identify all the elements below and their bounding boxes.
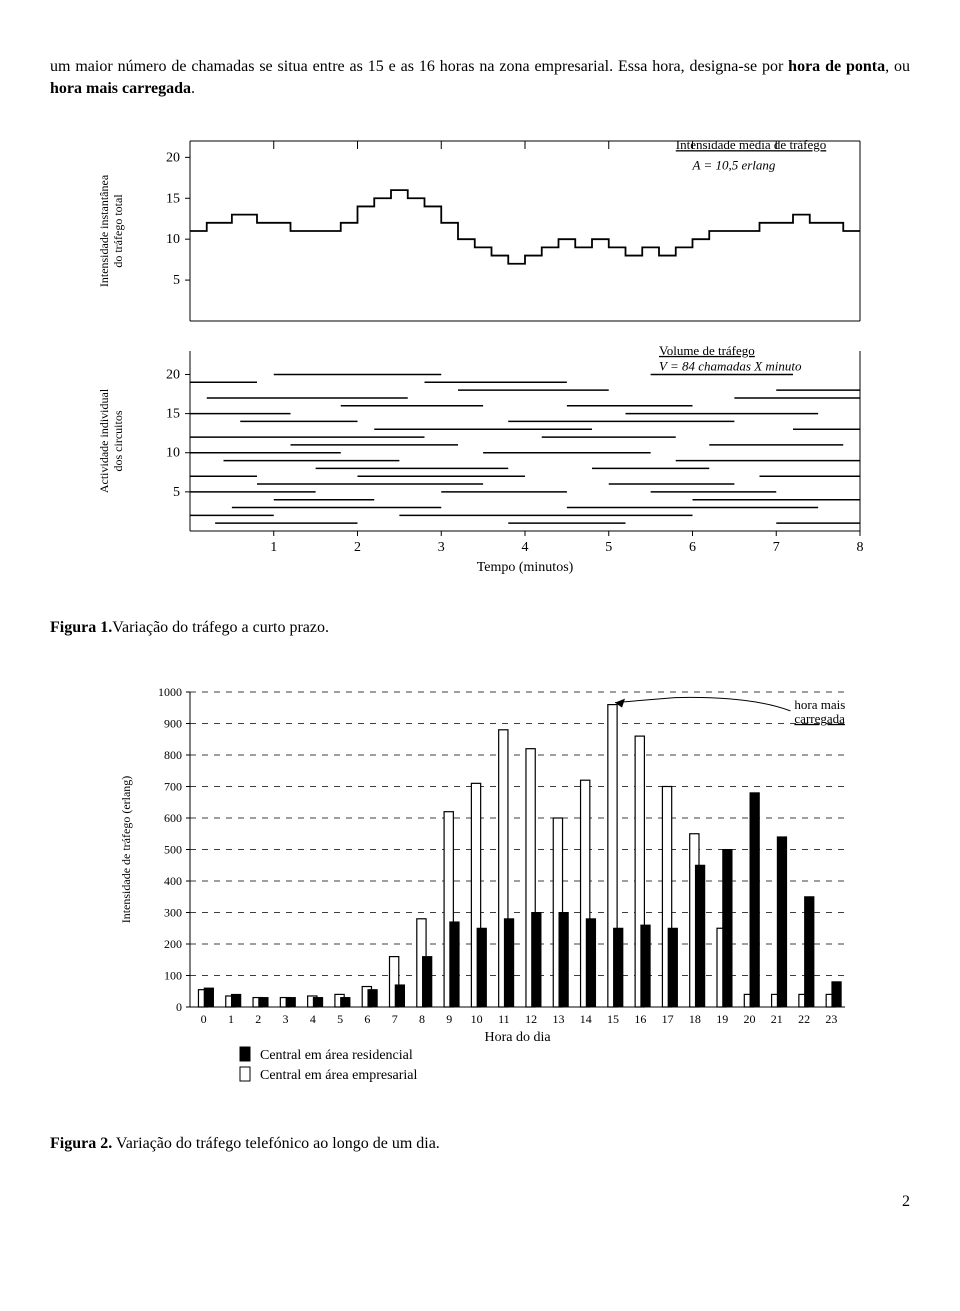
svg-text:5: 5 xyxy=(337,1012,343,1026)
intro-bold2: hora mais carregada xyxy=(50,80,191,97)
svg-text:15: 15 xyxy=(607,1012,619,1026)
figure2-chart: 0100200300400500600700800900100001234567… xyxy=(100,677,860,1117)
svg-text:3: 3 xyxy=(283,1012,289,1026)
svg-text:Central em área residencial: Central em área residencial xyxy=(260,1048,413,1063)
svg-text:7: 7 xyxy=(773,540,780,555)
svg-text:11: 11 xyxy=(498,1012,510,1026)
page-number: 2 xyxy=(50,1193,910,1211)
svg-text:4: 4 xyxy=(310,1012,316,1026)
svg-text:Intensidade instantânea: Intensidade instantânea xyxy=(97,174,111,287)
svg-text:10: 10 xyxy=(471,1012,483,1026)
svg-text:20: 20 xyxy=(743,1012,755,1026)
intro-pre: um maior número de chamadas se situa ent… xyxy=(50,58,788,75)
svg-text:600: 600 xyxy=(164,811,182,825)
svg-text:15: 15 xyxy=(166,191,180,206)
svg-text:2: 2 xyxy=(354,540,361,555)
svg-text:14: 14 xyxy=(580,1012,592,1026)
svg-text:Hora do dia: Hora do dia xyxy=(484,1030,551,1045)
svg-text:800: 800 xyxy=(164,748,182,762)
svg-text:19: 19 xyxy=(716,1012,728,1026)
svg-text:200: 200 xyxy=(164,937,182,951)
svg-text:21: 21 xyxy=(771,1012,783,1026)
svg-text:13: 13 xyxy=(552,1012,564,1026)
fig1-text: Variação do tráfego a curto prazo. xyxy=(112,619,329,636)
svg-text:Tempo (minutos): Tempo (minutos) xyxy=(477,560,574,575)
svg-text:16: 16 xyxy=(634,1012,646,1026)
svg-text:Intensidade de tráfego (erlang: Intensidade de tráfego (erlang) xyxy=(119,775,133,923)
svg-text:Central em área empresarial: Central em área empresarial xyxy=(260,1068,418,1083)
svg-text:8: 8 xyxy=(857,540,864,555)
svg-text:10: 10 xyxy=(166,446,180,461)
intro-paragraph: um maior número de chamadas se situa ent… xyxy=(50,56,910,101)
svg-text:do tráfego total: do tráfego total xyxy=(111,193,125,267)
svg-text:2: 2 xyxy=(255,1012,261,1026)
svg-text:100: 100 xyxy=(164,968,182,982)
svg-text:6: 6 xyxy=(689,540,696,555)
svg-text:17: 17 xyxy=(662,1012,674,1026)
svg-text:carregada: carregada xyxy=(794,711,845,726)
svg-text:500: 500 xyxy=(164,842,182,856)
svg-text:Volume de tráfego: Volume de tráfego xyxy=(659,343,755,358)
figure1-svg: 5101520Intensidade instantâneado tráfego… xyxy=(80,131,880,601)
svg-text:0: 0 xyxy=(176,1000,182,1014)
svg-text:5: 5 xyxy=(173,485,180,500)
svg-text:Actividade individual: Actividade individual xyxy=(97,388,111,493)
fig2-label: Figura 2. xyxy=(50,1135,112,1152)
svg-text:A = 10,5 erlang: A = 10,5 erlang xyxy=(692,157,776,172)
svg-text:1: 1 xyxy=(270,540,277,555)
svg-text:1000: 1000 xyxy=(158,685,182,699)
svg-text:15: 15 xyxy=(166,406,180,421)
svg-text:700: 700 xyxy=(164,779,182,793)
intro-post: . xyxy=(191,80,195,97)
svg-text:20: 20 xyxy=(166,150,180,165)
svg-text:1: 1 xyxy=(228,1012,234,1026)
svg-text:18: 18 xyxy=(689,1012,701,1026)
svg-text:300: 300 xyxy=(164,905,182,919)
fig1-label: Figura 1. xyxy=(50,619,112,636)
svg-text:20: 20 xyxy=(166,367,180,382)
svg-text:dos circuitos: dos circuitos xyxy=(111,410,125,471)
svg-text:900: 900 xyxy=(164,716,182,730)
svg-text:400: 400 xyxy=(164,874,182,888)
svg-text:23: 23 xyxy=(825,1012,837,1026)
intro-mid: , ou xyxy=(885,58,910,75)
svg-text:5: 5 xyxy=(605,540,612,555)
svg-text:0: 0 xyxy=(201,1012,207,1026)
svg-text:6: 6 xyxy=(364,1012,370,1026)
svg-text:5: 5 xyxy=(173,273,180,288)
figure1-chart: 5101520Intensidade instantâneado tráfego… xyxy=(80,131,880,601)
figure2-caption: Figura 2. Variação do tráfego telefónico… xyxy=(50,1135,910,1153)
svg-text:Intensidade média de tráfego: Intensidade média de tráfego xyxy=(676,137,827,152)
figure2-svg: 0100200300400500600700800900100001234567… xyxy=(100,677,860,1117)
figure1-caption: Figura 1.Variação do tráfego a curto pra… xyxy=(50,619,910,637)
svg-text:7: 7 xyxy=(392,1012,398,1026)
svg-text:4: 4 xyxy=(522,540,529,555)
svg-text:8: 8 xyxy=(419,1012,425,1026)
intro-bold1: hora de ponta xyxy=(788,58,885,75)
svg-text:10: 10 xyxy=(166,232,180,247)
svg-text:12: 12 xyxy=(525,1012,537,1026)
svg-text:hora mais: hora mais xyxy=(794,697,845,712)
fig2-text: Variação do tráfego telefónico ao longo … xyxy=(112,1135,440,1152)
svg-text:22: 22 xyxy=(798,1012,810,1026)
svg-text:9: 9 xyxy=(446,1012,452,1026)
svg-text:3: 3 xyxy=(438,540,445,555)
svg-text:V = 84 chamadas X minuto: V = 84 chamadas X minuto xyxy=(659,358,802,373)
